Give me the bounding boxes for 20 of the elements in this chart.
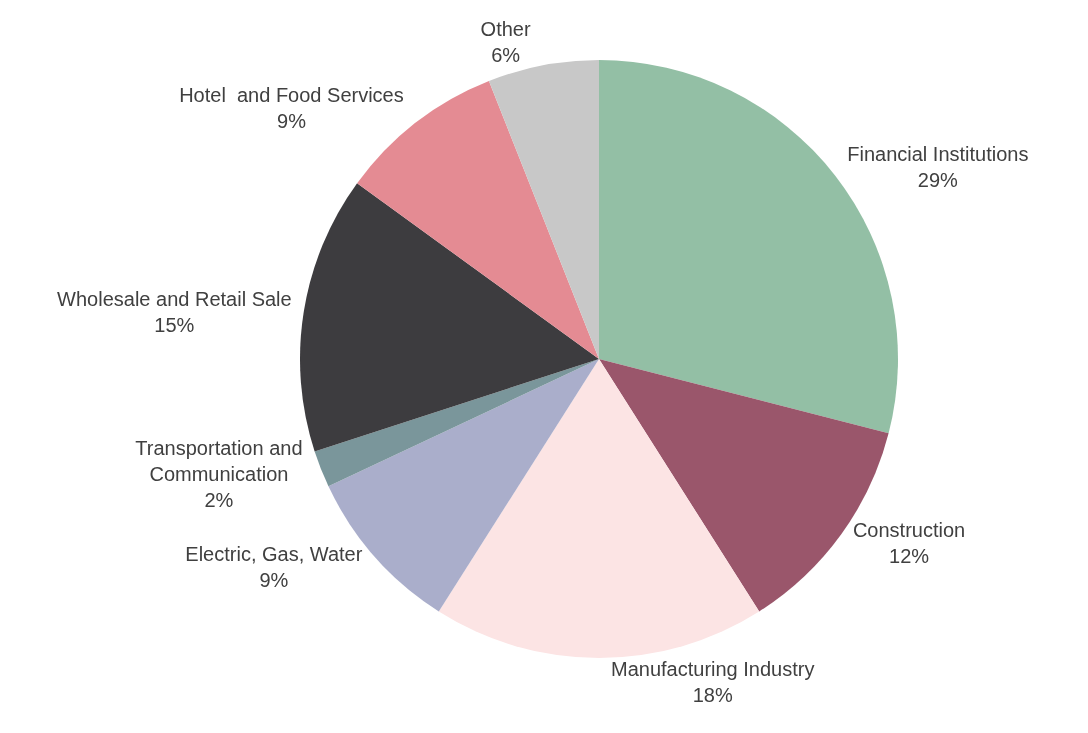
data-label: 18% xyxy=(692,684,733,706)
slice-label: Construction xyxy=(852,519,966,542)
pie-slice xyxy=(438,359,760,658)
pie-slice xyxy=(314,359,599,487)
slice-label: Hotel and Food Services xyxy=(179,83,404,106)
data-label: 12% xyxy=(889,545,930,568)
data-label: 29% xyxy=(917,168,959,191)
slice-label: Other xyxy=(480,18,531,41)
data-label: 9% xyxy=(259,569,289,592)
slice-label: Financial Institutions xyxy=(847,142,1029,165)
data-label: 9% xyxy=(277,109,307,132)
pie-slice xyxy=(300,183,599,452)
data-label: 2% xyxy=(204,489,234,512)
slice-label: Transportation and Communication xyxy=(135,437,303,486)
data-label: 6% xyxy=(491,44,521,67)
pie-slice xyxy=(488,60,599,359)
slice-label: Manufacturing Industry xyxy=(611,658,815,680)
data-label: 15% xyxy=(154,313,195,336)
slice-label: Wholesale and Retail Sale xyxy=(57,287,292,310)
slice-label: Electric, Gas, Water xyxy=(185,543,363,566)
